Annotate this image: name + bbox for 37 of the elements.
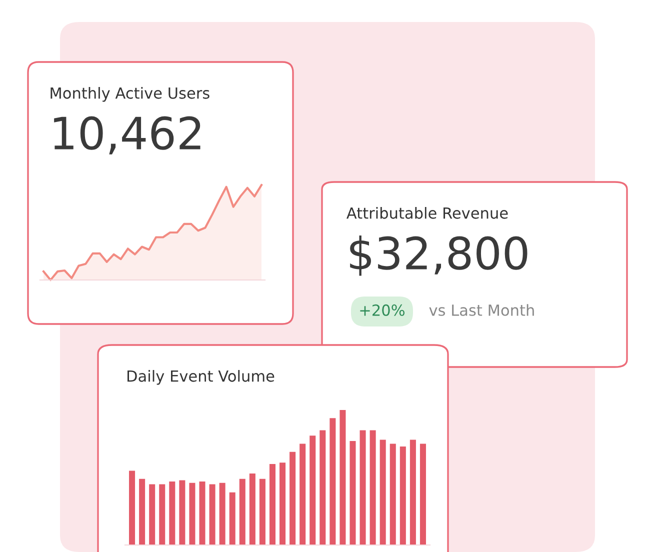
- bar: [199, 482, 206, 545]
- bar: [300, 444, 306, 545]
- bar: [249, 473, 256, 545]
- bar: [320, 430, 326, 545]
- bar: [179, 480, 186, 545]
- text: 10,462: [54, 116, 200, 154]
- bar: [239, 478, 246, 545]
- bar: [129, 470, 136, 545]
- bar: [340, 410, 346, 545]
- bar: [159, 484, 166, 545]
- bar: [330, 418, 336, 545]
- bar: [189, 482, 196, 545]
- bar: [400, 446, 406, 545]
- bar: [219, 482, 226, 545]
- bar: [269, 464, 276, 545]
- text: vs Last Month: [429, 304, 534, 316]
- bar: [209, 484, 216, 545]
- chart-title: Daily Event Volume: [128, 370, 274, 385]
- chart-title: Monthly Active Users: [50, 87, 210, 102]
- bar: [169, 482, 176, 545]
- bar: [149, 484, 156, 545]
- text: +20%: [360, 304, 405, 316]
- bar: [370, 430, 376, 545]
- bar: [360, 430, 366, 545]
- bar: [310, 436, 316, 545]
- bar: [259, 478, 266, 545]
- bar: [380, 440, 386, 545]
- text: $32,800: [350, 235, 528, 276]
- bar: [410, 440, 416, 545]
- text: Attributable Revenue: [346, 207, 508, 219]
- bar: [229, 492, 236, 545]
- bar: [290, 452, 296, 545]
- bar: [280, 462, 286, 545]
- bar: [390, 444, 396, 545]
- bar: [350, 441, 356, 545]
- bar: [139, 478, 146, 545]
- bar: [420, 444, 426, 545]
